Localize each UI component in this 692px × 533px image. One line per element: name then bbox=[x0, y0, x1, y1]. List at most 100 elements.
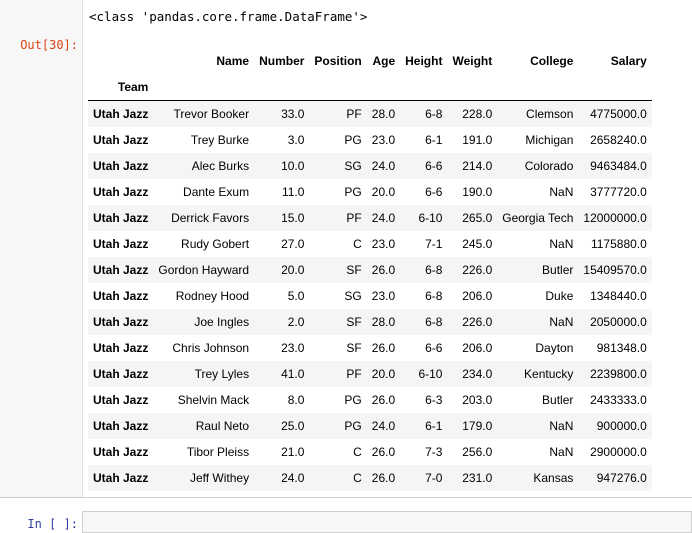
table-cell: 3777720.0 bbox=[590, 184, 647, 199]
row-index-label: Utah Jazz bbox=[93, 236, 149, 251]
row-index-label: Utah Jazz bbox=[93, 444, 149, 459]
column-header: Name bbox=[216, 54, 250, 68]
table-row: Utah Jazz Chris Johnson 23.0 SF 26.0 6-6 206.0… bbox=[88, 335, 652, 361]
table-cell: Tibor Pleiss bbox=[186, 444, 250, 459]
class-type-line: <class 'pandas.core.frame.DataFrame'> bbox=[89, 9, 368, 24]
table-cell: 2658240.0 bbox=[590, 132, 647, 147]
column-header: College bbox=[530, 54, 574, 68]
table-cell: 23.0 bbox=[281, 340, 305, 355]
table-cell: Michigan bbox=[525, 132, 574, 147]
table-cell: Clemson bbox=[526, 106, 574, 121]
table-cell: Jeff Withey bbox=[189, 470, 250, 485]
table-cell: 8.0 bbox=[287, 392, 305, 407]
table-cell: 179.0 bbox=[462, 418, 493, 433]
table-cell: 2.0 bbox=[287, 314, 305, 329]
table-cell: Georgia Tech bbox=[502, 210, 574, 225]
table-cell: 234.0 bbox=[462, 366, 493, 381]
table-cell: 2050000.0 bbox=[590, 314, 647, 329]
row-index-label: Utah Jazz bbox=[93, 184, 149, 199]
table-body: Utah Jazz Trevor Booker 33.0 PF 28.0 6-8 228.0… bbox=[88, 100, 652, 491]
table-cell: PG bbox=[344, 392, 362, 407]
table-cell: 33.0 bbox=[281, 106, 305, 121]
table-cell: Kansas bbox=[533, 470, 574, 485]
table-cell: Joe Ingles bbox=[194, 314, 250, 329]
table-cell: 6-8 bbox=[425, 106, 443, 121]
row-index-label: Utah Jazz bbox=[93, 288, 149, 303]
table-cell: NaN bbox=[549, 418, 574, 433]
table-cell: 11.0 bbox=[281, 184, 305, 199]
table-cell: 214.0 bbox=[462, 158, 493, 173]
table-cell: Rodney Hood bbox=[175, 288, 250, 303]
row-index-label: Utah Jazz bbox=[93, 340, 149, 355]
table-cell: 23.0 bbox=[371, 132, 396, 147]
table-cell: C bbox=[353, 470, 362, 485]
column-header: Weight bbox=[452, 54, 493, 68]
table-cell: 26.0 bbox=[371, 340, 396, 355]
table-cell: SG bbox=[344, 158, 362, 173]
table-cell: 1348440.0 bbox=[590, 288, 647, 303]
table-cell: NaN bbox=[549, 236, 574, 251]
table-cell: 2239800.0 bbox=[590, 366, 647, 381]
table-cell: 900000.0 bbox=[596, 418, 647, 433]
table-cell: 265.0 bbox=[462, 210, 493, 225]
table-cell: 15409570.0 bbox=[583, 262, 647, 277]
table-cell: 7-3 bbox=[425, 444, 443, 459]
table-cell: 7-0 bbox=[425, 470, 443, 485]
table-row: Utah Jazz Rudy Gobert 27.0 C 23.0 7-1 245.0 NaN… bbox=[88, 231, 652, 257]
table-cell: Raul Neto bbox=[195, 418, 250, 433]
table-row: Utah Jazz Jeff Withey 24.0 C 26.0 7-0 231.0 Kan… bbox=[88, 464, 652, 491]
table-cell: 26.0 bbox=[371, 470, 396, 485]
table-row: Utah Jazz Trevor Booker 33.0 PF 28.0 6-8 228.0… bbox=[88, 100, 652, 127]
table-cell: 4775000.0 bbox=[590, 106, 647, 121]
table-cell: 24.0 bbox=[371, 418, 396, 433]
output-area: <class 'pandas.core.frame.DataFrame'> Na… bbox=[82, 0, 692, 497]
table-cell: Trey Burke bbox=[190, 132, 250, 147]
table-cell: Dayton bbox=[535, 340, 574, 355]
row-index-label: Utah Jazz bbox=[93, 314, 149, 329]
table-cell: 6-10 bbox=[418, 366, 443, 381]
index-name-row: Team bbox=[88, 74, 652, 101]
row-index-label: Utah Jazz bbox=[93, 132, 149, 147]
table-cell: 2900000.0 bbox=[590, 444, 647, 459]
row-index-label: Utah Jazz bbox=[93, 366, 149, 381]
column-header: Height bbox=[405, 54, 443, 68]
table-row: Utah Jazz Shelvin Mack 8.0 PG 26.0 6-3 203.0 Bu… bbox=[88, 387, 652, 413]
table-cell: 25.0 bbox=[281, 418, 305, 433]
table-cell: 206.0 bbox=[462, 288, 493, 303]
table-row: Utah Jazz Tibor Pleiss 21.0 C 26.0 7-3 256.0 Na… bbox=[88, 439, 652, 465]
table-cell: PG bbox=[344, 132, 362, 147]
row-index-label: Utah Jazz bbox=[93, 210, 149, 225]
in-prompt: In [ ]: bbox=[27, 517, 78, 531]
column-header: Number bbox=[259, 54, 305, 68]
table-cell: 206.0 bbox=[462, 340, 493, 355]
table-cell: NaN bbox=[549, 444, 574, 459]
table-cell: 12000000.0 bbox=[583, 210, 647, 225]
index-header-spacer bbox=[88, 48, 153, 74]
table-row: Utah Jazz Raul Neto 25.0 PG 24.0 6-1 179.0 NaN 9… bbox=[88, 412, 652, 439]
table-cell: 23.0 bbox=[371, 236, 396, 251]
table-cell: 26.0 bbox=[371, 392, 396, 407]
table-cell: Butler bbox=[542, 392, 574, 407]
table-cell: PG bbox=[344, 418, 362, 433]
table-cell: Shelvin Mack bbox=[177, 392, 250, 407]
table-cell: Gordon Hayward bbox=[158, 262, 250, 277]
table-cell: PF bbox=[346, 106, 362, 121]
table-cell: Trey Lyles bbox=[194, 366, 250, 381]
index-name: Team bbox=[88, 74, 154, 101]
out-prompt: Out[30]: bbox=[20, 38, 78, 52]
table-cell: Kentucky bbox=[524, 366, 574, 381]
column-header: Position bbox=[314, 54, 362, 68]
table-row: Utah Jazz Trey Burke 3.0 PG 23.0 6-1 191.0 Mich… bbox=[88, 127, 652, 153]
output-cell: Out[30]: <class 'pandas.core.frame.DataF… bbox=[0, 0, 692, 498]
code-input-cell[interactable] bbox=[82, 511, 692, 533]
table-cell: 26.0 bbox=[371, 444, 396, 459]
table-cell: 9463484.0 bbox=[590, 158, 647, 173]
table-cell: 21.0 bbox=[281, 444, 305, 459]
table-cell: 6-6 bbox=[425, 184, 443, 199]
table-cell: 226.0 bbox=[462, 262, 493, 277]
row-index-label: Utah Jazz bbox=[93, 106, 149, 121]
table-cell: SF bbox=[346, 262, 362, 277]
table-cell: 6-8 bbox=[425, 288, 443, 303]
row-index-label: Utah Jazz bbox=[93, 470, 149, 485]
table-cell: 226.0 bbox=[462, 314, 493, 329]
